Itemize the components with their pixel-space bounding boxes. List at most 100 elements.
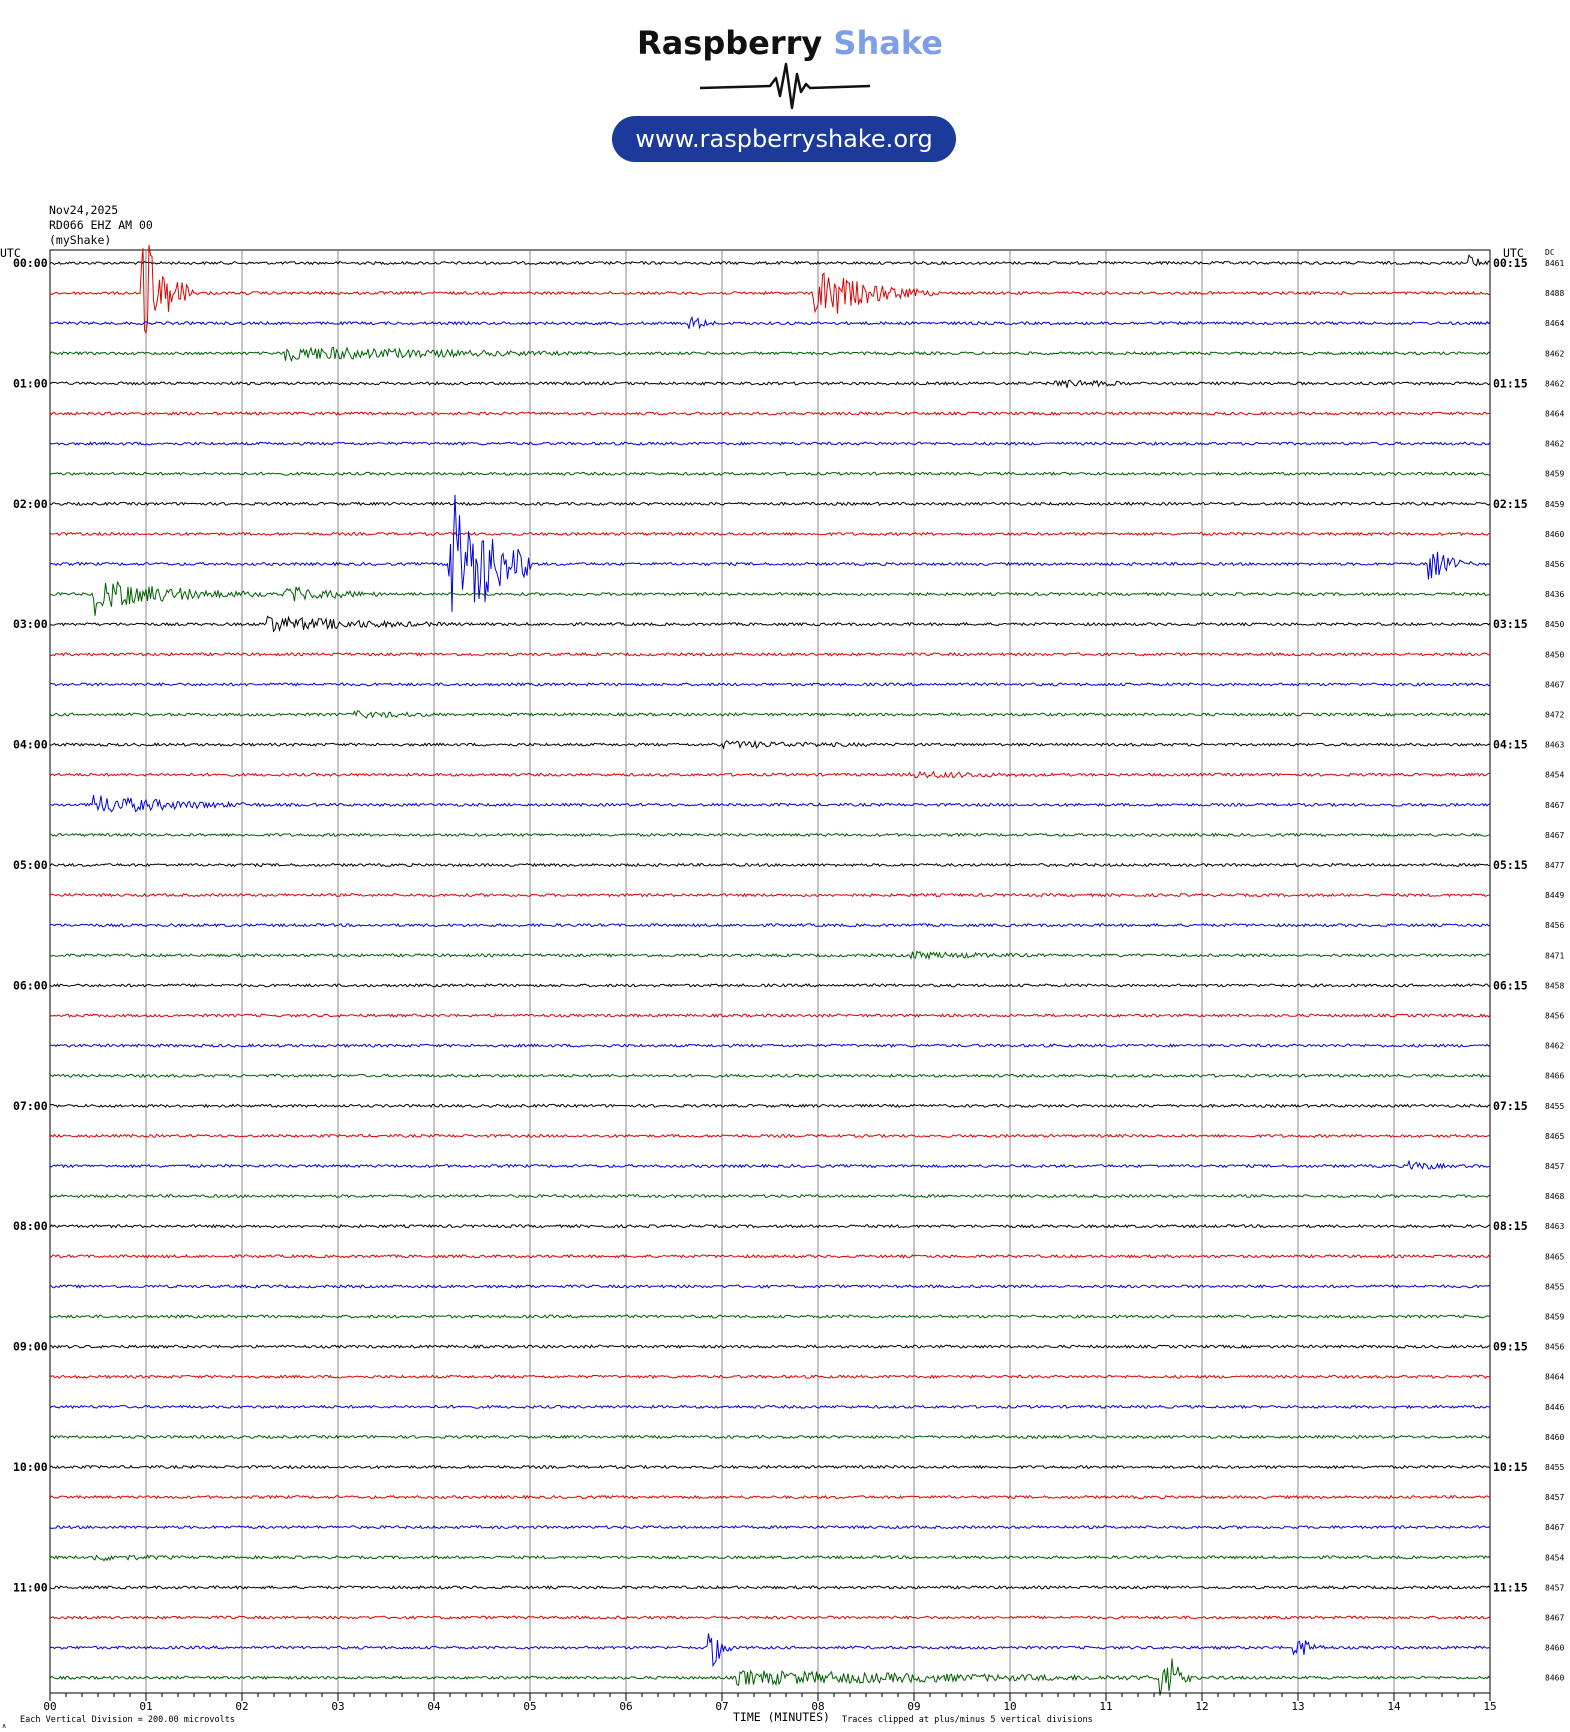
trace-row: [49, 1585, 1491, 1590]
brand-main: Raspberry: [637, 24, 823, 62]
row-dc-value: 8446: [1545, 1403, 1564, 1412]
trace-row: [49, 1554, 1491, 1562]
station-info: Nov24,2025 RD066 EHZ AM 00 (myShake): [49, 203, 153, 248]
row-dc-value: 8457: [1545, 1162, 1564, 1171]
row-time-right: 09:15: [1493, 1340, 1528, 1354]
row-dc-value: 8467: [1545, 1614, 1564, 1623]
x-tick-label: 14: [1387, 1700, 1401, 1713]
row-dc-value: 8471: [1545, 951, 1564, 960]
row-dc-value: 8472: [1545, 711, 1564, 720]
utc-right-label: UTC: [1503, 246, 1524, 260]
trace-row: [49, 983, 1491, 988]
row-time-left: 00:00: [13, 256, 48, 270]
trace-row: [49, 346, 1491, 363]
trace-row: [49, 1013, 1491, 1018]
clip-note: Traces clipped at plus/minus 5 vertical …: [842, 1715, 1093, 1725]
row-time-right: 06:15: [1493, 978, 1528, 992]
trace-row: [49, 862, 1491, 868]
trace-row: [49, 1253, 1491, 1259]
row-time-right: 01:15: [1493, 376, 1528, 390]
trace-row: [49, 832, 1491, 838]
trace-row: [49, 682, 1491, 687]
row-dc-value: 8462: [1545, 1042, 1564, 1051]
row-dc-value: 8464: [1545, 1373, 1564, 1382]
x-tick-label: 09: [907, 1700, 920, 1713]
row-dc-value: 8450: [1545, 620, 1564, 629]
trace-row: [49, 710, 1491, 719]
trace-row: [49, 315, 1491, 330]
trace-row: [49, 411, 1491, 416]
trace-row: [50, 1344, 1491, 1349]
row-labels: 00:00 00:15 8461 8488 8464 8462 01:00 01:15 8462…: [13, 256, 1564, 1683]
row-dc-value: 8456: [1545, 921, 1564, 930]
row-time-left: 01:00: [13, 376, 48, 390]
trace-row: [49, 531, 1491, 537]
x-tick-label: 01: [139, 1700, 152, 1713]
row-dc-value: 8454: [1545, 771, 1564, 780]
trace-row: [49, 1193, 1491, 1199]
row-dc-value: 8465: [1545, 1132, 1564, 1141]
row-time-right: 00:15: [1493, 256, 1528, 270]
row-dc-value: 8460: [1545, 1674, 1564, 1683]
row-time-left: 02:00: [13, 497, 48, 511]
brand-name: Raspberry Shake: [600, 24, 980, 62]
x-tick-label: 03: [331, 1700, 344, 1713]
corner-mark: ∧: [2, 1722, 6, 1730]
x-axis-label: TIME (MINUTES): [733, 1710, 830, 1724]
seismic-traces: [49, 244, 1491, 1696]
row-dc-value: 8477: [1545, 861, 1564, 870]
row-time-left: 07:00: [13, 1099, 48, 1113]
row-time-right: 07:15: [1493, 1099, 1528, 1113]
trace-row: [49, 1103, 1491, 1109]
row-time-left: 03:00: [13, 617, 48, 631]
row-dc-value: 8459: [1545, 470, 1564, 479]
row-dc-value: 8467: [1545, 831, 1564, 840]
row-dc-value: 8467: [1545, 1523, 1564, 1532]
trace-row: [50, 1043, 1491, 1048]
row-dc-value: 8454: [1545, 1553, 1564, 1562]
row-dc-value: 8457: [1545, 1583, 1564, 1592]
x-tick-label: 08: [811, 1700, 824, 1713]
row-dc-value: 8458: [1545, 981, 1564, 990]
row-time-left: 09:00: [13, 1340, 48, 1354]
x-tick-label: 15: [1483, 1700, 1496, 1713]
trace-row: [49, 1314, 1491, 1319]
x-tick-label: 07: [715, 1700, 728, 1713]
raspberry-shake-logo: Raspberry Shake www.raspberryshake.org: [600, 20, 980, 170]
row-dc-value: 8464: [1545, 410, 1564, 419]
trace-row: [49, 615, 1491, 633]
row-dc-value: 8459: [1545, 1313, 1564, 1322]
row-dc-value: 8465: [1545, 1252, 1564, 1261]
row-dc-value: 8460: [1545, 1644, 1564, 1653]
row-dc-value: 8449: [1545, 891, 1564, 900]
trace-row: [49, 1464, 1491, 1470]
division-note: Each Vertical Division = 200.00 microvol…: [20, 1715, 235, 1725]
x-tick-label: 10: [1003, 1700, 1016, 1713]
trace-row: [49, 441, 1491, 446]
row-dc-value: 8462: [1545, 379, 1564, 388]
trace-row: [49, 1658, 1491, 1696]
row-time-left: 04:00: [13, 738, 48, 752]
row-time-right: 08:15: [1493, 1219, 1528, 1233]
seismogram-logo-icon: [700, 62, 870, 110]
row-time-right: 04:15: [1493, 738, 1528, 752]
brand-accent: Shake: [833, 24, 943, 62]
row-dc-value: 8467: [1545, 801, 1564, 810]
row-time-right: 10:15: [1493, 1460, 1528, 1474]
row-dc-value: 8463: [1545, 741, 1564, 750]
x-tick-label: 13: [1291, 1700, 1304, 1713]
dc-label: DC: [1545, 248, 1555, 257]
time-gridlines: [145, 250, 1395, 1693]
row-dc-value: 8464: [1545, 319, 1564, 328]
row-dc-value: 8460: [1545, 1433, 1564, 1442]
x-tick-label: 05: [523, 1700, 536, 1713]
trace-row: [49, 1223, 1491, 1229]
trace-row: [49, 652, 1491, 657]
row-dc-value: 8459: [1545, 500, 1564, 509]
trace-row: [49, 950, 1491, 961]
trace-row: [49, 1525, 1491, 1530]
trace-row: [50, 922, 1491, 928]
row-time-right: 11:15: [1493, 1580, 1528, 1594]
website-link[interactable]: www.raspberryshake.org: [612, 116, 956, 162]
